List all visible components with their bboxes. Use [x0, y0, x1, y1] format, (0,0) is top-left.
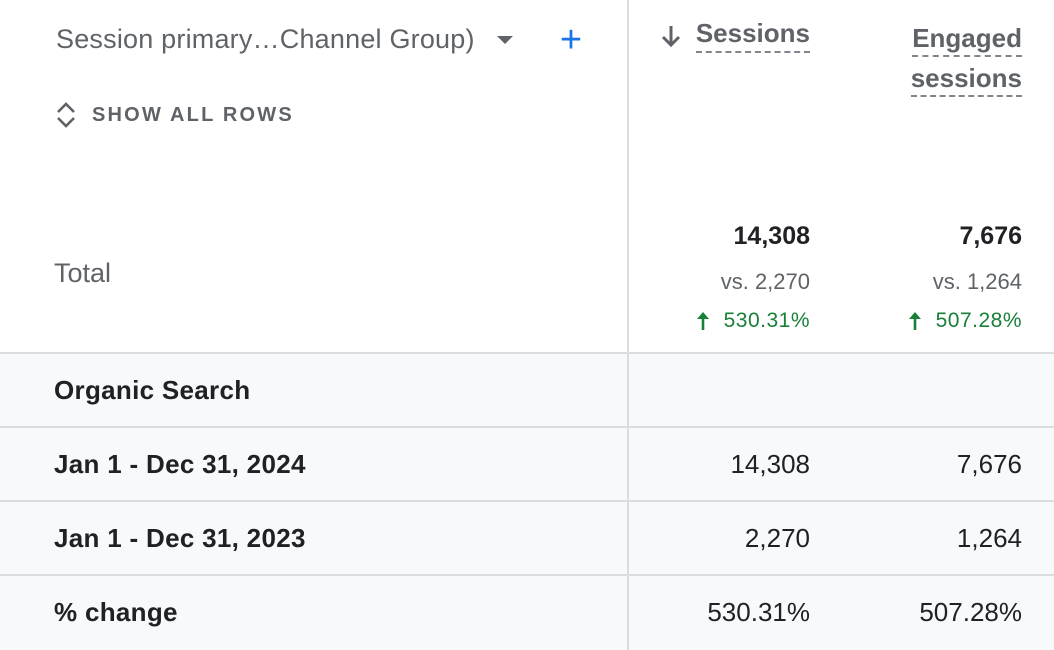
sessions-total-value: 14,308 [733, 222, 810, 250]
table-row[interactable]: Organic Search [0, 352, 1054, 426]
show-all-rows-button[interactable]: SHOW ALL ROWS [54, 98, 294, 132]
engaged-total-cell: 7,676 vs. 1,264 507.28% [908, 222, 1022, 333]
engaged-total-comparison: vs. 1,264 [932, 269, 1022, 294]
expand-icon [57, 102, 75, 128]
row-label: Jan 1 - Dec 31, 2024 [54, 449, 306, 479]
arrow-down-icon [661, 25, 680, 47]
row-label: Organic Search [54, 375, 251, 405]
row-sessions: 14,308 [730, 449, 810, 479]
sessions-change-value: 530.31% [723, 309, 810, 332]
row-label: Jan 1 - Dec 31, 2023 [54, 523, 306, 553]
engaged-sessions-column-header[interactable]: Engaged sessions [910, 18, 1022, 98]
engaged-total-change: 507.28% [908, 309, 1022, 333]
dimension-selector[interactable]: Session primary…Channel Group) [56, 24, 513, 55]
sessions-total-comparison: vs. 2,270 [720, 269, 810, 294]
dropdown-arrow-icon [496, 35, 513, 44]
add-dimension-button[interactable]: + [559, 19, 583, 61]
engaged-total-value: 7,676 [959, 222, 1022, 250]
column-divider-overlay [627, 0, 629, 650]
show-all-rows-label: SHOW ALL ROWS [92, 103, 294, 126]
sessions-column-header[interactable]: Sessions [660, 18, 810, 53]
row-engaged: 7,676 [956, 449, 1022, 479]
arrow-up-icon [696, 312, 709, 330]
row-sessions: 530.31% [707, 597, 810, 627]
row-engaged: 1,264 [956, 523, 1022, 553]
table-row[interactable]: Jan 1 - Dec 31, 2023 2,270 1,264 [0, 500, 1054, 574]
row-label: % change [54, 597, 178, 627]
arrow-up-icon [908, 312, 921, 330]
row-engaged: 507.28% [919, 597, 1022, 627]
table-row[interactable]: % change 530.31% 507.28% [0, 574, 1054, 650]
sessions-total-change: 530.31% [696, 309, 810, 333]
engaged-change-value: 507.28% [935, 309, 1022, 332]
engaged-header-line2: sessions [910, 63, 1022, 97]
row-sessions: 2,270 [744, 523, 810, 553]
engaged-header-line1: Engaged [912, 23, 1022, 57]
table-row[interactable]: Jan 1 - Dec 31, 2024 14,308 7,676 [0, 426, 1054, 500]
sessions-header-label: Sessions [695, 18, 810, 53]
sessions-total-cell: 14,308 vs. 2,270 530.31% [696, 222, 810, 333]
dimension-label: Session primary…Channel Group) [56, 24, 475, 54]
total-label: Total [54, 258, 112, 288]
